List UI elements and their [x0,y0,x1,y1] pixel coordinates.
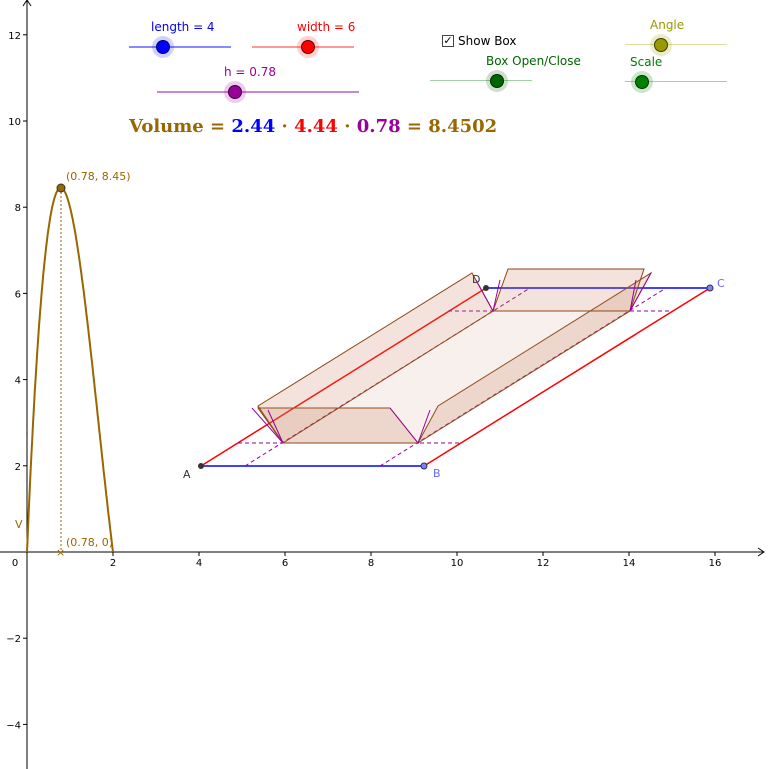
y-tick-group: 12 10 8 6 4 2 −2 −4 [6,31,27,731]
length-slider-label: length = 4 [151,20,215,34]
x-tick-label: 8 [368,558,374,569]
show-box-checkbox[interactable]: ✓ [442,34,454,47]
show-box-checkbox-row[interactable]: ✓ Show Box [442,34,517,48]
width-slider-label: width = 6 [297,20,356,34]
h-slider-track[interactable] [157,91,359,93]
scale-slider-track[interactable] [625,81,727,82]
volume-result: 8.4502 [428,116,498,137]
point-a-label: A [183,468,191,481]
volume-prefix: Volume [129,116,204,137]
volume-h-term: 0.78 [356,116,401,137]
x-tick-label: 0 [12,558,18,569]
angle-slider-label: Angle [650,18,685,32]
angle-slider-knob[interactable] [654,38,668,52]
foot-marker-icon: × [56,546,65,559]
volume-equals: = [210,116,226,137]
y-tick-label: −4 [6,720,21,731]
point-b[interactable] [420,462,428,470]
h-slider-knob[interactable] [228,85,242,99]
length-slider-track[interactable] [129,46,231,48]
scale-slider-label: Scale [630,55,663,69]
point-d-label: D [472,273,480,286]
edge-bc [423,287,711,467]
volume-dot-2: · [344,116,351,137]
x-tick-label: 2 [110,558,116,569]
y-tick-label: 10 [8,117,21,128]
y-tick-label: 12 [8,31,21,42]
point-c[interactable] [706,284,714,292]
point-c-label: C [717,277,725,290]
point-b-label: B [433,467,441,480]
peak-label: (0.78, 8.45) [66,170,131,183]
volume-equals-2: = [406,116,422,137]
x-tick-label: 14 [623,558,636,569]
point-a[interactable] [198,463,204,469]
edge-ad [200,287,487,467]
x-axis-arrow-icon [757,547,765,557]
y-axis-label: V [15,518,23,531]
peak-point[interactable] [56,183,66,193]
volume-length-term: 2.44 [231,116,276,137]
x-tick-label: 4 [196,558,202,569]
h-slider-label: h = 0.78 [224,65,277,79]
foot-label: (0.78, 0) [66,536,113,549]
length-slider-knob[interactable] [156,40,170,54]
y-tick-label: −2 [6,634,21,645]
box-open-close-slider-label: Box Open/Close [486,54,581,68]
width-slider-knob[interactable] [301,40,315,54]
angle-slider-track[interactable] [625,44,727,45]
volume-curve[interactable] [26,186,114,553]
show-box-label: Show Box [458,34,517,48]
box-figure [200,268,711,467]
x-tick-group: 0 2 4 6 8 10 12 14 16 [12,552,722,569]
box-open-close-slider-track[interactable] [430,80,532,81]
scale-slider-knob[interactable] [635,75,649,89]
x-tick-label: 12 [537,558,550,569]
volume-width-term: 4.44 [294,116,338,137]
y-tick-label: 8 [15,203,21,214]
y-tick-label: 2 [15,462,21,473]
point-d[interactable] [483,285,489,291]
y-tick-label: 4 [15,376,21,387]
box-open-close-slider-knob[interactable] [490,74,504,88]
x-tick-label: 10 [451,558,464,569]
y-tick-label: 6 [15,289,21,300]
volume-dot-1: · [281,116,288,137]
y-axis-arrow-icon [22,0,32,7]
volume-formula: Volume = 2.44 · 4.44 · 0.78 = 8.4502 [129,116,497,137]
x-tick-label: 6 [282,558,288,569]
x-tick-label: 16 [709,558,722,569]
